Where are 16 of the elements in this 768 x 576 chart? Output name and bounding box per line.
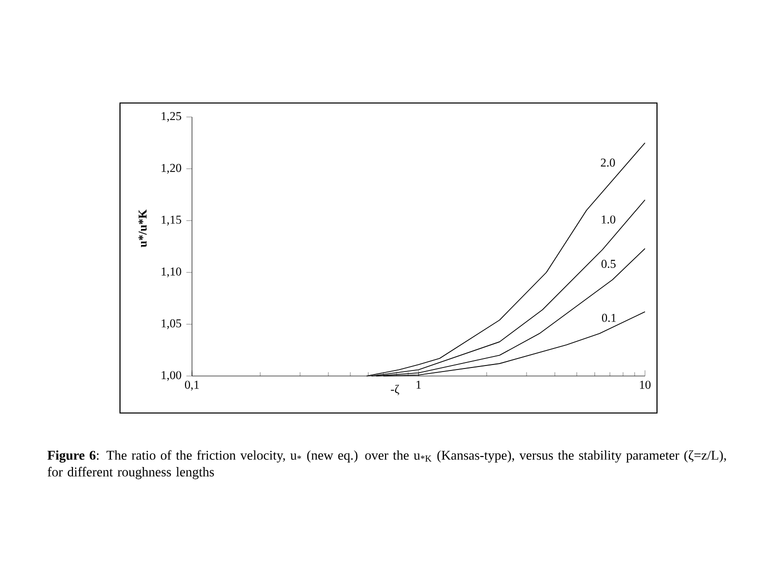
- y-tick-label: 1,15: [162, 216, 182, 226]
- series-label: 1.0: [602, 215, 616, 224]
- y-tick-label: 1,05: [162, 319, 182, 330]
- x-tick-label: 10: [640, 380, 651, 389]
- series-label: 2.0: [600, 158, 615, 167]
- y-tick-label: 1,00: [162, 371, 182, 381]
- series-label: 0.1: [602, 314, 616, 322]
- text: Figure 6: The ratio of the friction velocity, u$_{*}$ (new eq.) over the u$_{*K}$ (Kansas-type), versus the stability parameter (ζ=z/L), for different roughness lengths: [48, 450, 726, 480]
- y-tick-label: 1,20: [162, 164, 182, 174]
- series-label: 0.5: [602, 260, 616, 268]
- y-axis-title: u*/u*K: [138, 209, 147, 248]
- y-tick-label: 1,25: [162, 112, 182, 122]
- x-axis-title: -ζ: [390, 384, 400, 396]
- x-tick-label: 0,1: [184, 380, 199, 391]
- y-tick-label: 1,10: [162, 267, 182, 278]
- x-tick-label: 1: [416, 380, 421, 389]
